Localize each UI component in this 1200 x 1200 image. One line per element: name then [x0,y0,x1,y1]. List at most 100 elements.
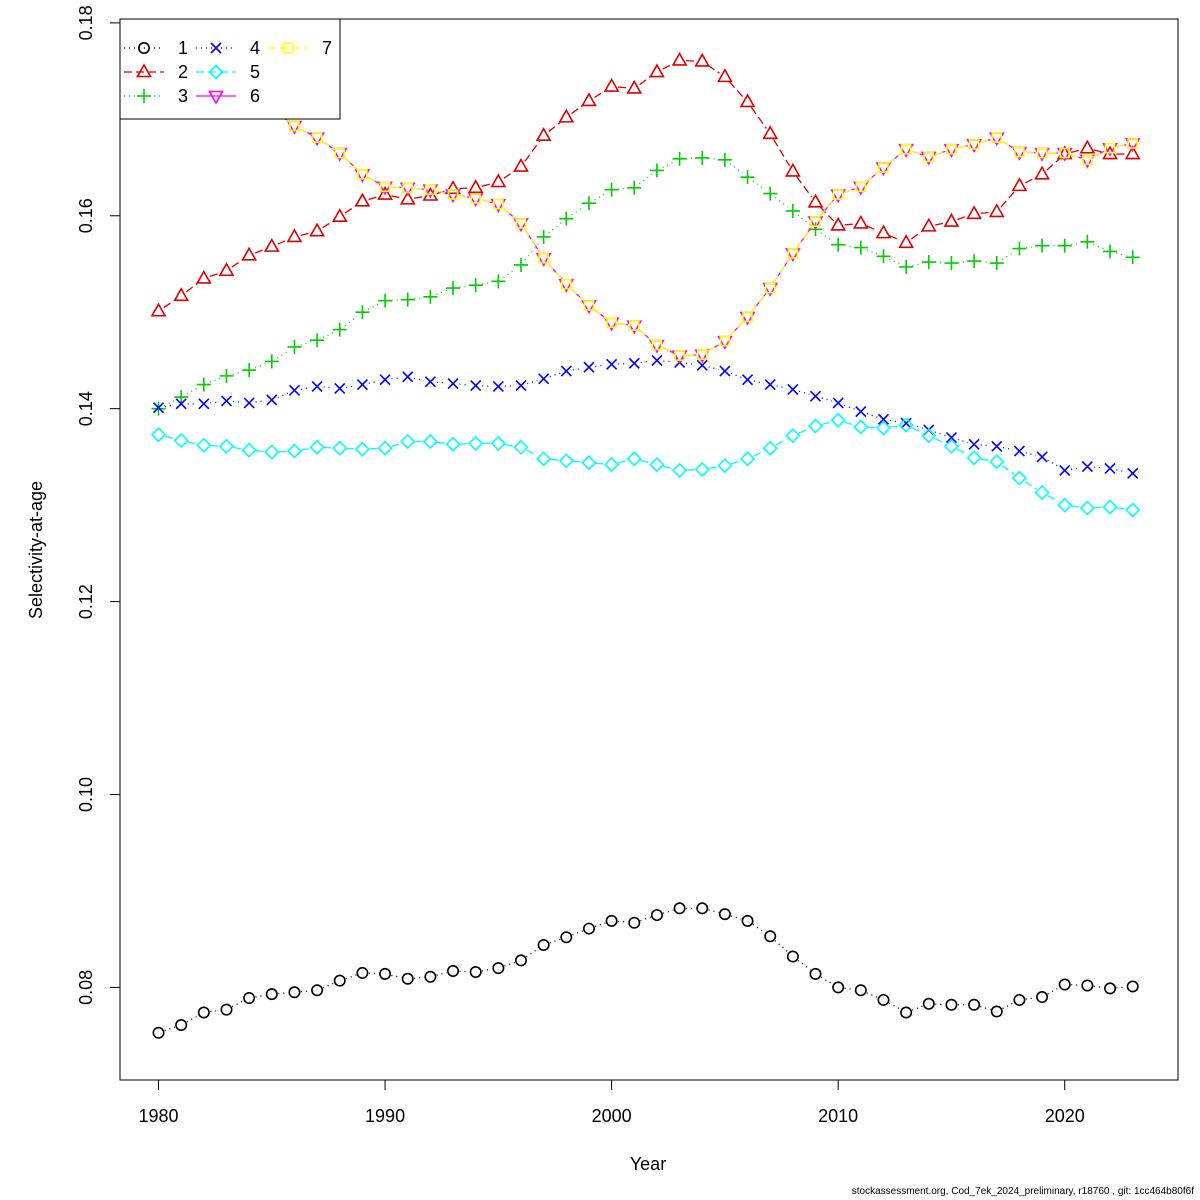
series-1-point [447,965,460,978]
series-7-point [561,278,572,290]
series-1-segment [797,959,811,971]
series-3-point [1080,234,1095,249]
series-5-segment [164,435,176,440]
series-7-point [628,320,640,332]
legend-item-7: 7 [268,38,332,58]
series-4-point [1104,462,1116,475]
series-2-point [739,93,756,108]
legend-label: 5 [250,62,260,82]
series-7-point [968,139,980,150]
series-5-segment [934,437,946,445]
series-1-point [311,984,324,997]
series-7-point [470,193,481,204]
series-1-segment [436,971,447,976]
series-5-segment [798,427,810,434]
series-4-point [1127,467,1139,479]
series-2-point [649,63,665,78]
series-5-point [853,419,869,435]
series-7-point [855,181,867,193]
series-4-point [560,365,572,377]
series-2-segment [368,195,380,201]
series-5-point [921,428,937,444]
series-5-segment [844,421,855,426]
series-2-segment [300,232,311,237]
series-3-segment [164,399,176,407]
series-3-point [853,240,868,255]
series-3-segment [548,222,562,234]
series-7-segment [773,258,790,284]
series-5-point [309,439,325,455]
series-5-point [218,438,235,454]
series-2-segment [391,195,402,199]
series-1-segment [820,976,833,985]
series-3-point [785,203,800,218]
series-4-segment [1116,469,1127,473]
series-3-point [287,339,302,354]
series-2-segment [796,176,813,198]
series-7-point [674,350,685,361]
series-2-point [1011,177,1028,192]
series-2-point [581,92,597,107]
legend-marker [136,63,152,78]
series-5-segment [889,425,900,428]
series-2-point [377,185,393,200]
series-1-segment [752,923,766,934]
series-3-segment [322,331,335,339]
series-2-point [218,262,235,277]
series-5-point [671,462,688,479]
series-4-point [538,373,550,385]
series-3-point [672,151,687,166]
series-1-segment [300,990,311,993]
series-4-segment [346,385,357,388]
legend-marker [138,41,151,54]
series-1-point [469,965,482,978]
series-2-point [875,224,892,239]
series-2-point [263,238,280,252]
series-4-segment [300,386,311,390]
series-1-segment [1093,985,1104,989]
series-7-point [357,168,368,180]
series-3-segment [980,261,991,264]
series-7-segment [638,329,653,342]
series-1-point [243,992,256,1005]
legend-item-3: 3 [124,86,188,106]
series-2-point [898,234,915,249]
series-5-segment [640,459,651,464]
series-3-point [944,256,959,271]
y-axis-label: Selectivity-at-age [26,481,46,619]
series-2-segment [1093,149,1104,154]
series-3-segment [708,157,719,160]
series-3-point [581,196,596,211]
series-7-point [538,252,549,264]
series-2-point [467,179,484,194]
series-5-segment [391,442,402,447]
series-3-segment [820,232,834,242]
series-4-segment [821,397,833,402]
series-3-segment [594,192,607,201]
series-7-segment [459,194,470,198]
series-4-segment [210,401,221,404]
series-7-segment [570,288,585,302]
series-7-segment [934,150,946,156]
legend-label: 4 [250,38,260,58]
series-7-segment [796,226,813,249]
series-2-segment [1070,149,1082,154]
series-1-segment [255,994,266,998]
series-3-point [876,249,891,264]
legend-label: 2 [178,62,188,82]
series-7-segment [344,157,359,171]
series-3-point [921,255,936,270]
series-5-segment [436,441,447,445]
series-3-point [536,229,551,244]
series-5-segment [980,458,991,462]
series-5-point [490,435,506,452]
series-1-segment [164,1026,176,1032]
series-1-point [990,1005,1003,1018]
series-4-point [696,359,708,371]
series-7-segment [322,140,335,150]
series-3-point [196,377,211,392]
series-1-segment [730,915,742,920]
series-7-segment [1092,150,1105,158]
series-7-segment [1001,140,1015,150]
series-5-point [445,436,461,452]
